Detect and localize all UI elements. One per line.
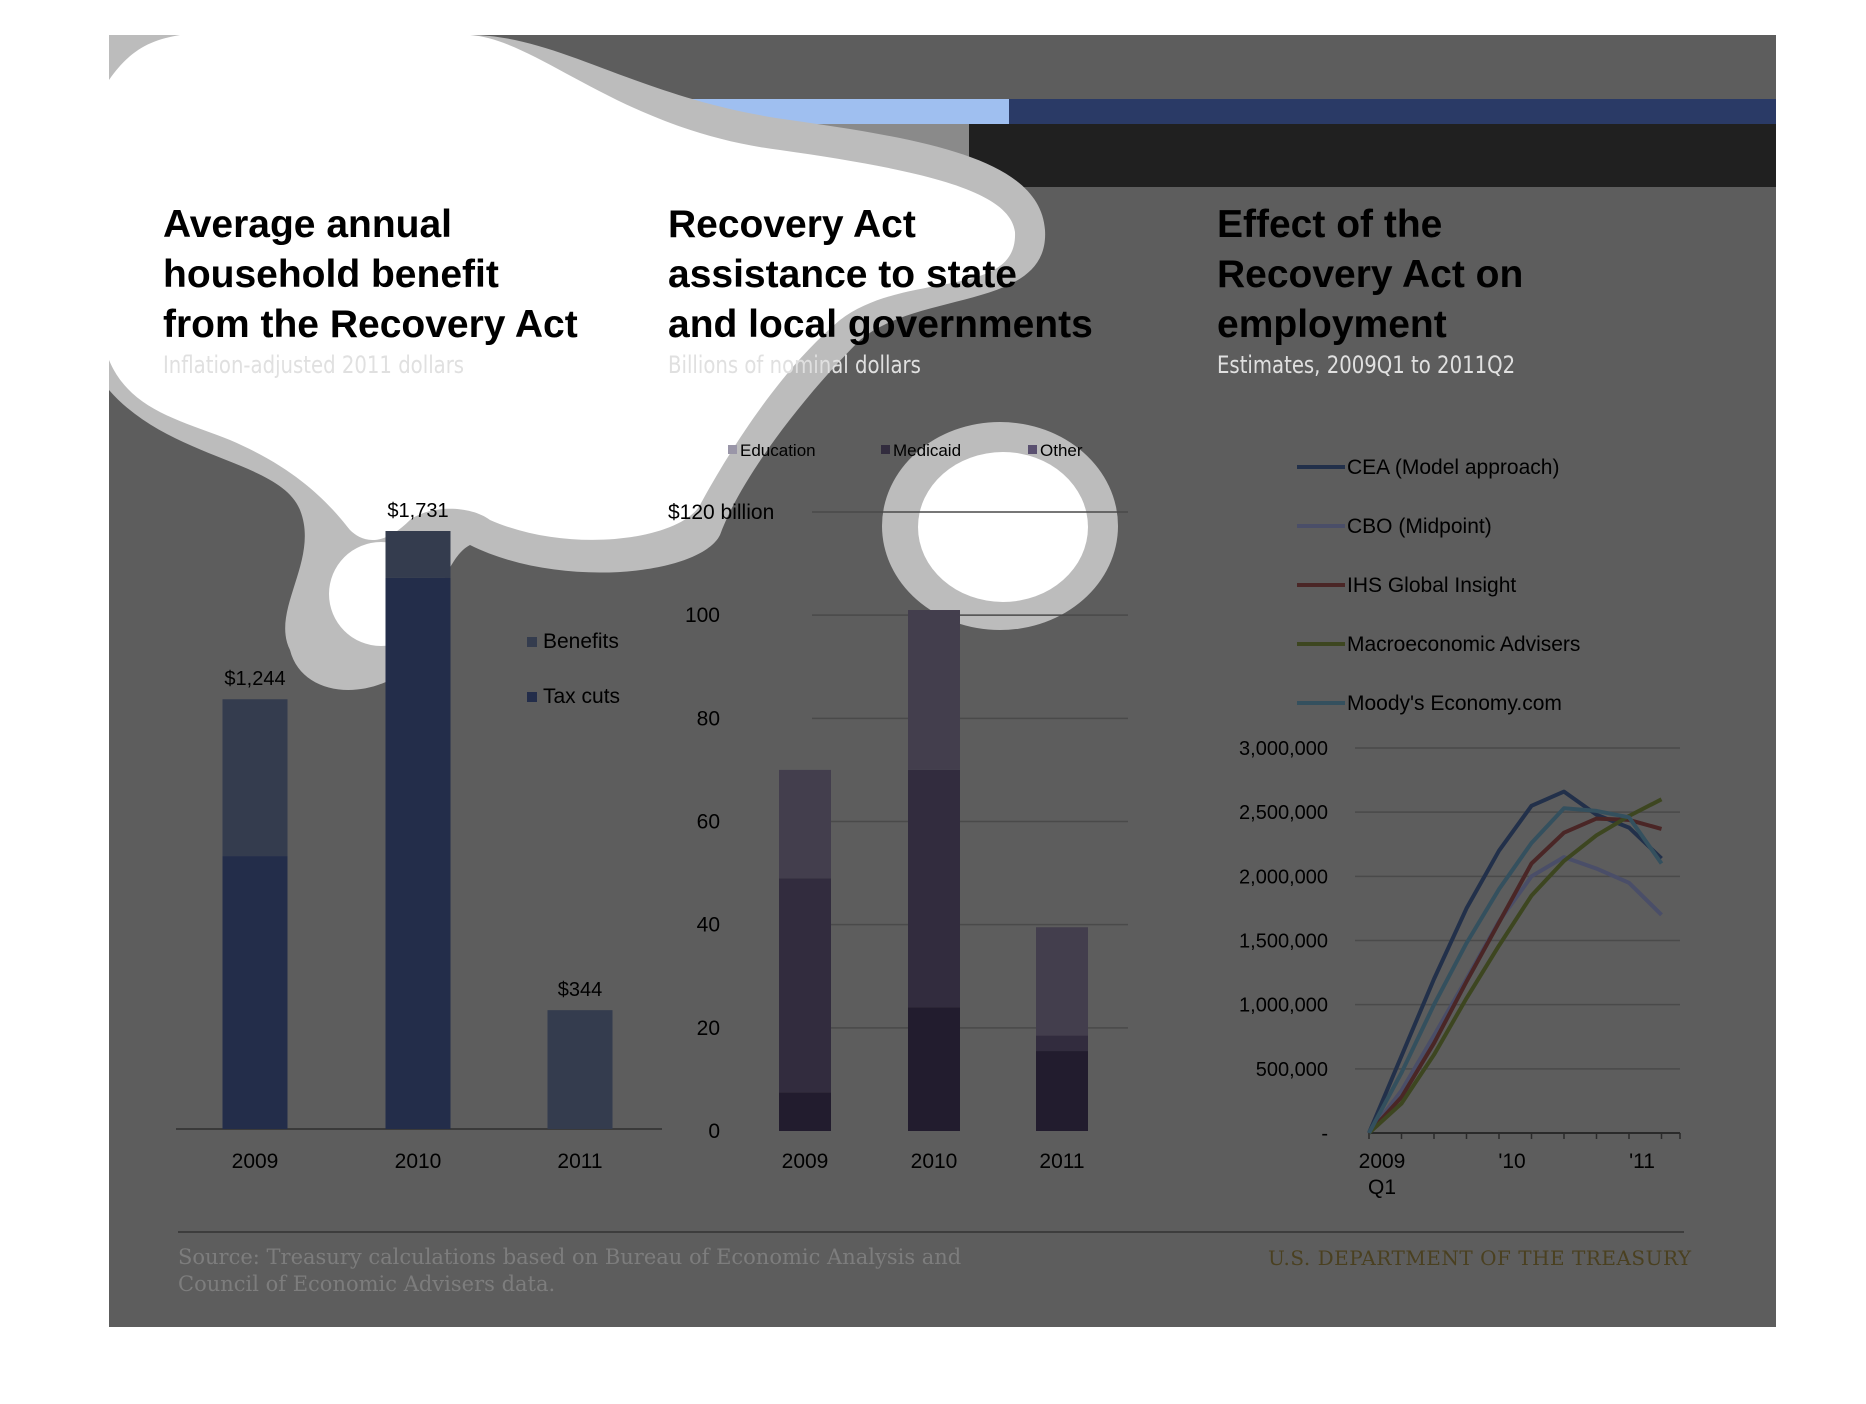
chart3-y-tick-label: 2,500,000 [1239,802,1328,824]
chart2-bar-medicaid-2011 [1036,1035,1088,1052]
chart1-bar-benefits-2010 [385,531,451,578]
chart1-bar-tax-cuts-2010 [385,577,451,1129]
chart1-data-label: $1,244 [224,668,285,690]
chart2-tick-label: 2011 [1039,1150,1084,1173]
chart2-bar-other-2011 [1036,927,1088,1036]
source-note: Source: Treasury calculations based on B… [178,1245,962,1296]
chart2-tick-label: 2010 [911,1150,958,1173]
chart1-data-label: $1,731 [387,500,448,522]
chart2-y-tick-label: $120 billion [668,501,774,524]
chart1-legend-label: Tax cuts [543,685,620,708]
chart2-bar-other-2009 [779,769,831,879]
chart2-y-tick-label: 80 [697,707,720,730]
chart1-legend-swatch [527,637,537,647]
chart3-legend-label: CBO (Midpoint) [1347,515,1492,538]
agency-name: U.S. DEPARTMENT OF THE TREASURY [1268,1246,1692,1270]
chart3-x-tick-label: 2009 [1359,1150,1406,1173]
panel1-title: Average annual household benefit from th… [163,203,578,346]
chart3-x-tick-label: '11 [1629,1150,1655,1173]
chart2-bar-medicaid-2010 [908,769,960,1008]
panel2-subtitle: Billions of nominal dollars [668,351,921,379]
chart2-legend-swatch [1028,445,1037,454]
chart2-y-tick-label: 40 [697,914,720,937]
chart3-y-tick-label: 3,000,000 [1239,738,1328,760]
chart1-tick-label: 2011 [557,1150,602,1173]
chart2-bar-education-2011 [1036,1051,1088,1131]
footer-rule [178,1231,1684,1233]
chart1-bar-benefits-2011 [547,1010,613,1129]
chart3-series-line-ihs-global-insight [1367,816,1663,1135]
chart1-legend-label: Benefits [543,630,619,653]
chart2-legend-swatch [881,445,890,454]
chart3-series-line-macroeconomic-advisers [1367,797,1663,1135]
chart2-tick-label: 2009 [782,1150,829,1173]
chart3-series-line-moody-s-economy-com [1367,806,1664,1134]
panel3-subtitle: Estimates, 2009Q1 to 2011Q2 [1217,351,1516,379]
chart3-y-tick-label: 2,000,000 [1239,866,1328,888]
chart3-x-tick-label: Q1 [1368,1176,1396,1199]
chart3-y-tick-label: - [1321,1123,1328,1145]
chart3-series-line-cbo-midpoint [1367,855,1663,1135]
panel2-title: Recovery Act assistance to state and loc… [668,203,1093,346]
chart2-y-tick-label: 20 [697,1017,720,1040]
chart3-y-tick-label: 1,500,000 [1239,931,1328,953]
chart2-y-tick-label: 0 [708,1120,720,1143]
chart2-bar-medicaid-2009 [779,878,831,1093]
chart2-legend-swatch [728,445,737,454]
chart2-legend-label: Other [1040,441,1083,460]
chart2-legend-label: Education [740,441,816,460]
chart3-y-tick-label: 1,000,000 [1239,995,1328,1017]
chart2-legend-label: Medicaid [893,441,961,460]
chart3-legend-label: IHS Global Insight [1347,574,1516,597]
chart3-x-tick-label: '10 [1498,1150,1525,1173]
chart2-bar-education-2010 [908,1007,960,1131]
chart3-legend-label: CEA (Model approach) [1347,456,1559,479]
chart3-legend-label: Moody's Economy.com [1347,692,1562,715]
chart1-legend-swatch [527,692,537,702]
chart1-data-label: $344 [558,979,603,1001]
chart2-y-tick-label: 100 [685,604,720,627]
chart2-bar-education-2009 [779,1092,831,1131]
chart1-bar-tax-cuts-2009 [222,856,288,1129]
chart1-tick-label: 2009 [232,1150,279,1173]
chart3-y-tick-label: 500,000 [1256,1059,1328,1081]
panel1-subtitle: Inflation-adjusted 2011 dollars [163,351,465,379]
chart2-bar-other-2010 [908,610,960,770]
chart1-bar-benefits-2009 [222,699,288,857]
chart1-tick-label: 2010 [395,1150,442,1173]
chart2-y-tick-label: 60 [697,811,720,834]
chart3-legend-label: Macroeconomic Advisers [1347,633,1580,656]
panel3-title: Effect of the Recovery Act on employment [1217,203,1524,346]
